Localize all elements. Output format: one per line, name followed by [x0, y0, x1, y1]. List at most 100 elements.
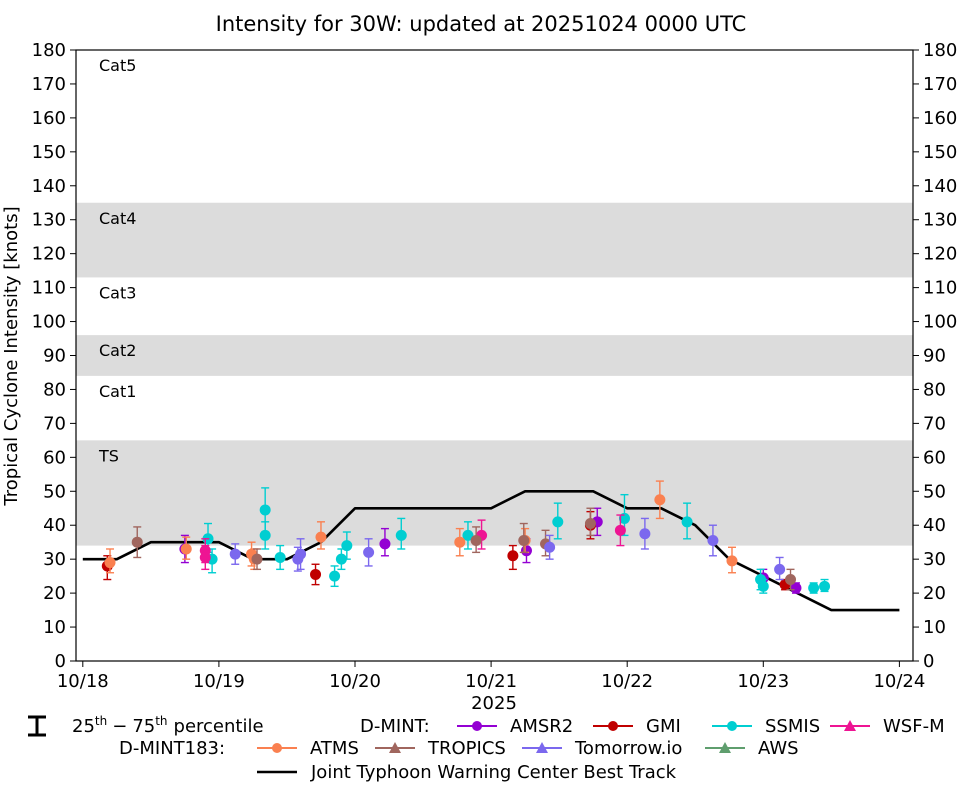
y-axis-label: Tropical Cyclone Intensity [knots] [1, 206, 22, 506]
marker-tropics [518, 534, 530, 546]
y-tick-label-left: 140 [32, 176, 66, 197]
point-atms [454, 527, 466, 557]
point-tomorrow-io [292, 546, 304, 572]
band-cat2 [76, 335, 913, 376]
marker-ssmis [757, 580, 769, 592]
point-ssmis [808, 582, 820, 594]
marker-tropics [131, 536, 143, 548]
marker-gmi [507, 550, 519, 562]
percentile-label: 25th −75th percentile [72, 714, 264, 737]
legend-entry-tropics: TROPICS [375, 738, 506, 759]
marker-tropics [785, 574, 797, 586]
band-label-cat1: Cat1 [99, 382, 136, 401]
y-tick-label-right: 50 [923, 481, 946, 502]
legend-marker-wsf-m [844, 720, 856, 731]
x-tick-label: 10/18 [57, 671, 109, 692]
point-wsf-m [614, 514, 626, 547]
point-ssmis [819, 578, 831, 593]
legend-entry-aws: AWS [705, 738, 799, 759]
point-gmi [507, 544, 519, 571]
point-atms [726, 546, 738, 574]
x-tick-label: 10/22 [601, 671, 653, 692]
data-points-layer [101, 480, 831, 594]
y-tick-label-left: 70 [43, 413, 66, 434]
marker-atms [315, 531, 327, 543]
band-label-cat4: Cat4 [99, 209, 136, 228]
marker-tomorrow-io [639, 528, 651, 540]
y-tick-label-left: 30 [43, 549, 66, 570]
point-ssmis [341, 531, 353, 560]
marker-atms [654, 494, 666, 506]
point-tropics [785, 568, 797, 591]
legend-label-aws: AWS [758, 738, 799, 759]
x-tick-label: 10/19 [193, 671, 245, 692]
y-tick-label-left: 180 [32, 40, 66, 61]
point-tomorrow-io [774, 556, 786, 581]
legend-marker-aws [719, 742, 731, 753]
point-ssmis [395, 517, 407, 550]
marker-ssmis [462, 529, 474, 541]
marker-tomorrow-io [292, 553, 304, 565]
marker-tomorrow-io [774, 563, 786, 575]
y-tick-label-left: 20 [43, 583, 66, 604]
dmint-group-label: D-MINT: [360, 716, 430, 737]
x-tick-label: 10/20 [329, 671, 381, 692]
band-label-cat5: Cat5 [99, 56, 136, 75]
legend-series-entries: AMSR2 GMI SSMIS WSF-M ATMS TROPICS Tomorrow.io… [257, 716, 945, 759]
marker-atms [180, 543, 192, 555]
y-tick-label-right: 150 [923, 142, 957, 163]
legend-entry-tomorrow-io: Tomorrow.io [522, 738, 682, 759]
legend-best-track-label: Joint Typhoon Warning Center Best Track [310, 762, 677, 783]
x-tick-label: 10/21 [465, 671, 517, 692]
marker-amsr2 [790, 582, 802, 594]
marker-tomorrow-io [363, 546, 375, 558]
marker-ssmis [681, 516, 693, 528]
point-atms [315, 521, 327, 550]
percentile-errorbar-icon [28, 715, 46, 737]
point-tropics [584, 507, 596, 537]
marker-ssmis [395, 529, 407, 541]
marker-wsf-m [614, 524, 626, 536]
marker-tropics [251, 553, 263, 565]
point-tropics [470, 526, 482, 554]
legend-marker-gmi [608, 721, 618, 731]
plot-frame [75, 49, 914, 662]
marker-ssmis [259, 529, 271, 541]
point-ssmis [757, 578, 769, 594]
marker-amsr2 [520, 545, 532, 557]
y-tick-label-left: 0 [55, 651, 66, 672]
y-tick-label-right: 180 [923, 40, 957, 61]
point-tomorrow-io [363, 538, 375, 567]
y-tick-label-right: 140 [923, 176, 957, 197]
marker-ssmis [335, 553, 347, 565]
point-atms [104, 548, 116, 574]
y-tick-label-right: 80 [923, 379, 946, 400]
y-tick-label-left: 170 [32, 74, 66, 95]
y-tick-label-left: 160 [32, 108, 66, 129]
point-gmi [310, 563, 322, 586]
legend-entry-gmi: GMI [593, 716, 681, 737]
legend-marker-ssmis [727, 721, 737, 731]
x-tick-label: 10/23 [737, 671, 789, 692]
point-tropics [251, 548, 263, 571]
y-tick-label-right: 40 [923, 515, 946, 536]
point-tomorrow-io [639, 517, 651, 550]
marker-tropics [470, 534, 482, 546]
marker-ssmis [274, 551, 286, 563]
legend-marker-tomorrow-io [536, 742, 548, 753]
y-tick-label-left: 100 [32, 312, 66, 333]
marker-wsf-m [199, 551, 211, 563]
y-tick-label-left: 90 [43, 346, 66, 367]
x-axis-label: 2025 [471, 693, 517, 714]
legend-entry-ssmis: SSMIS [712, 716, 820, 737]
point-atms [654, 480, 666, 520]
dmint183-group-label: D-MINT183: [119, 738, 225, 759]
point-amsr2 [379, 527, 391, 557]
marker-atms [104, 557, 116, 569]
legend: 25th −75th percentile D-MINT: D-MINT183: J… [28, 714, 945, 783]
y-tick-label-right: 60 [923, 447, 946, 468]
legend-marker-atms [272, 743, 282, 753]
y-tick-label-left: 120 [32, 244, 66, 265]
chart-title: Intensity for 30W: updated at 20251024 0… [216, 12, 747, 36]
